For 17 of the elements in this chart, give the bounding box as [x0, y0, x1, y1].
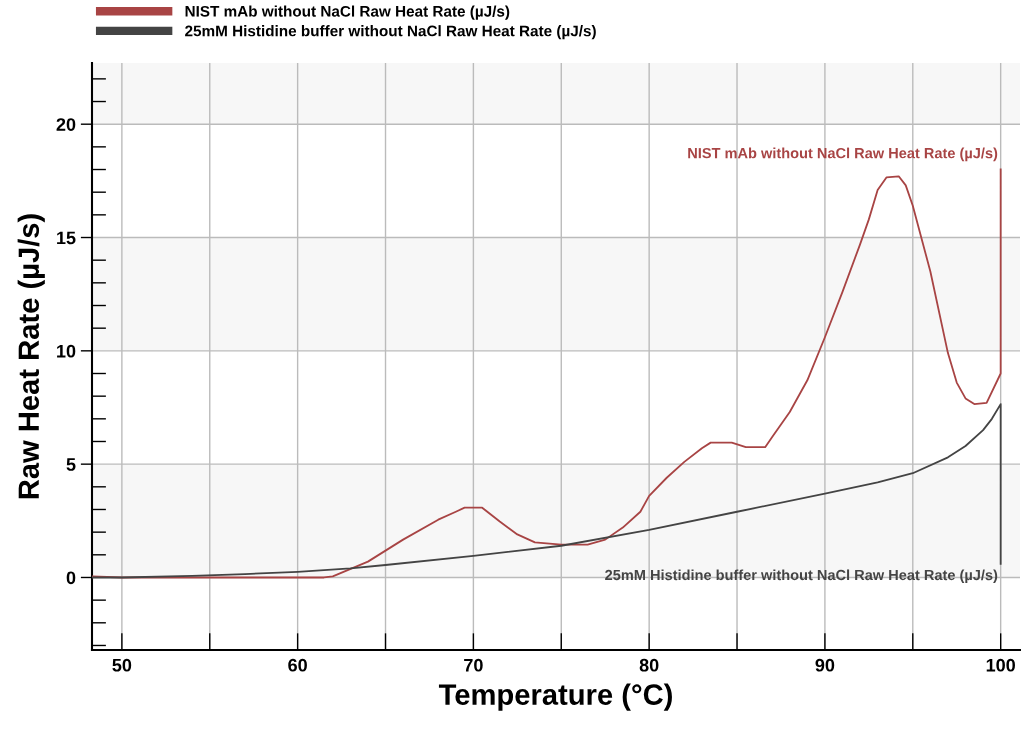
y-tick-label: 10: [57, 344, 76, 358]
x-tick-label: 60: [288, 658, 307, 672]
annotation: NIST mAb without NaCl Raw Heat Rate (µJ/s): [688, 147, 998, 162]
y-tick-label: 20: [56, 118, 76, 131]
x-tick-label: 80: [639, 658, 659, 672]
y-tick-label: 5: [66, 458, 76, 471]
legend-label: 25mM Histidine buffer without NaCl Raw Heat Rate (µJ/s): [185, 25, 596, 40]
x-tick-label: 90: [815, 658, 835, 672]
y-axis-title: Raw Heat Rate (µJ/s): [17, 214, 45, 499]
x-tick-label: 100: [986, 658, 1015, 672]
y-tick-label: 15: [57, 231, 76, 245]
legend-label: NIST mAb without NaCl Raw Heat Rate (µJ/s): [185, 5, 510, 20]
annotation: 25mM Histidine buffer without NaCl Raw Heat Rate (µJ/s): [605, 569, 998, 584]
y-tick-label: 0: [66, 571, 76, 585]
x-axis-title: Temperature (°C): [438, 683, 672, 711]
x-tick-label: 70: [464, 658, 483, 672]
x-tick-label: 50: [112, 658, 132, 672]
